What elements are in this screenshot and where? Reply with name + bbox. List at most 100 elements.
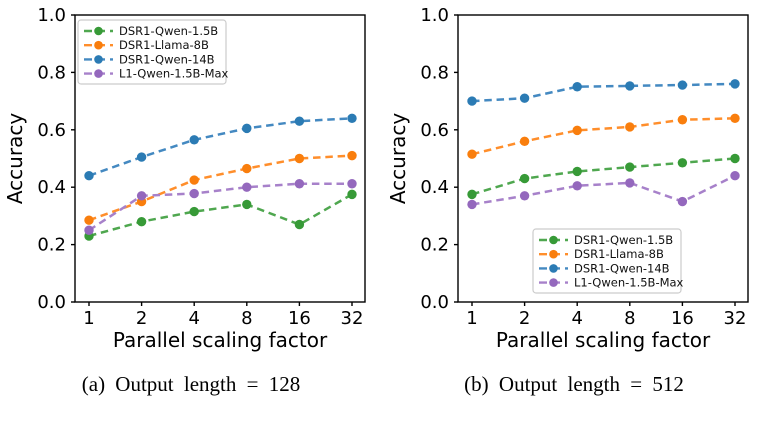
y-tick-label: 0.6	[37, 120, 66, 141]
data-point-L1-Qwen-1.5B-Max	[467, 199, 477, 210]
y-axis-label: Accuracy	[386, 113, 410, 204]
data-point-DSR1-Qwen-14B	[730, 79, 740, 89]
x-tick-label: 32	[341, 308, 364, 329]
x-axis-label: Parallel scaling factor	[113, 328, 328, 352]
legend-box	[77, 19, 227, 85]
x-tick-label: 4	[571, 308, 582, 329]
data-point-DSR1-Qwen-1.5B	[136, 216, 147, 227]
data-point-DSR1-Qwen-14B	[467, 96, 477, 106]
data-point-DSR1-Llama-8B	[84, 215, 94, 225]
legend-box	[532, 228, 682, 294]
legend-marker-dot-DSR1-Qwen-14B	[549, 264, 558, 273]
y-tick-label: 0.2	[420, 235, 449, 256]
y-tick-label: 0.0	[37, 292, 66, 313]
y-tick-label: 0.4	[37, 177, 66, 198]
data-point-DSR1-Llama-8B	[572, 125, 582, 136]
legend-marker-dot-DSR1-Qwen-1.5B	[94, 26, 103, 36]
data-point-DSR1-Qwen-14B	[572, 82, 582, 92]
legend-label-DSR1-Qwen-14B: DSR1-Qwen-14B	[119, 52, 215, 66]
subfigure-a: 0.0 0.2 0.4 0.6 0.8 1.0 1 2 4 8 16 32 Parallel scali…	[0, 0, 382, 428]
series-line-L1-Qwen-1.5B-Max	[471, 174, 736, 206]
data-point-DSR1-Qwen-1.5B	[677, 158, 688, 168]
series-line-DSR1-Qwen-1.5B	[471, 157, 736, 196]
subfigure-b: 0.0 0.2 0.4 0.6 0.8 1.0 1 2 4 8 16 32 Parallel scali…	[383, 0, 765, 428]
data-point-DSR1-Qwen-14B	[294, 116, 305, 126]
data-point-DSR1-Llama-8B	[730, 113, 740, 124]
chart-output-length-128: 0.0 0.2 0.4 0.6 0.8 1.0 1 2 4 8 16 32 Parallel scali…	[3, 5, 366, 352]
legend-marker-dot-DSR1-Qwen-14B	[94, 55, 103, 64]
data-point-DSR1-Llama-8B	[242, 163, 252, 174]
data-point-DSR1-Llama-8B	[347, 150, 357, 161]
series-line-L1-Qwen-1.5B-Max	[88, 182, 352, 232]
x-tick-label: 1	[83, 308, 94, 329]
series-line-DSR1-Llama-8B	[471, 117, 736, 156]
data-point-DSR1-Qwen-14B	[519, 93, 530, 103]
data-point-DSR1-Qwen-14B	[189, 135, 199, 145]
x-tick-label: 32	[724, 308, 747, 329]
data-point-DSR1-Qwen-1.5B	[189, 206, 199, 217]
series-line-DSR1-Llama-8B	[88, 154, 353, 222]
data-point-DSR1-Qwen-14B	[84, 171, 94, 181]
legend-label-L1-Qwen-1.5B-Max: L1-Qwen-1.5B-Max	[119, 67, 229, 81]
legend-marker-dot-L1-Qwen-1.5B-Max	[549, 278, 558, 287]
x-tick-label: 8	[241, 308, 252, 329]
legend-marker-dot-DSR1-Llama-8B	[94, 40, 103, 50]
data-point-DSR1-Qwen-14B	[136, 152, 147, 162]
data-point-DSR1-Qwen-1.5B	[294, 219, 305, 230]
y-tick-label: 1.0	[420, 5, 449, 26]
data-point-DSR1-Llama-8B	[467, 149, 477, 159]
y-tick-label: 0.4	[420, 177, 449, 198]
data-point-L1-Qwen-1.5B-Max	[625, 178, 635, 188]
data-point-L1-Qwen-1.5B-Max	[347, 179, 357, 189]
caption-b: (b) Output length = 512	[464, 372, 684, 396]
data-point-DSR1-Llama-8B	[625, 122, 635, 132]
legend-label-DSR1-Llama-8B: DSR1-Llama-8B	[119, 38, 209, 52]
y-tick-label: 0.6	[420, 120, 449, 141]
x-tick-label: 2	[136, 308, 147, 329]
x-axis-label: Parallel scaling factor	[496, 328, 711, 352]
legend-marker-dot-DSR1-Qwen-1.5B	[549, 235, 558, 245]
y-tick-label: 0.8	[37, 62, 66, 83]
data-point-DSR1-Qwen-1.5B	[572, 166, 582, 177]
caption-a: (a) Output length = 128	[81, 372, 301, 396]
data-point-DSR1-Qwen-14B	[242, 123, 252, 134]
data-point-L1-Qwen-1.5B-Max	[189, 188, 199, 199]
data-point-L1-Qwen-1.5B-Max	[294, 179, 305, 189]
y-tick-label: 0.0	[420, 292, 449, 313]
legend-label-L1-Qwen-1.5B-Max: L1-Qwen-1.5B-Max	[574, 276, 684, 290]
legend-label-DSR1-Qwen-1.5B: DSR1-Qwen-1.5B	[119, 24, 218, 38]
y-tick-label: 0.2	[37, 235, 66, 256]
x-tick-label: 8	[624, 308, 635, 329]
data-point-DSR1-Qwen-1.5B	[347, 189, 357, 200]
series-line-DSR1-Qwen-1.5B	[88, 193, 353, 238]
legend-marker-dot-DSR1-Llama-8B	[549, 249, 558, 259]
x-tick-label: 16	[288, 308, 311, 329]
data-point-DSR1-Llama-8B	[189, 175, 199, 185]
series-line-DSR1-Qwen-14B	[88, 117, 353, 177]
x-tick-label: 4	[188, 308, 199, 329]
y-tick-label: 1.0	[37, 5, 66, 26]
data-point-L1-Qwen-1.5B-Max	[519, 191, 530, 201]
x-tick-label: 1	[466, 308, 477, 329]
legend-label-DSR1-Llama-8B: DSR1-Llama-8B	[574, 247, 664, 261]
data-point-DSR1-Qwen-1.5B	[467, 189, 477, 200]
data-point-DSR1-Llama-8B	[519, 136, 530, 146]
data-point-DSR1-Qwen-1.5B	[730, 153, 740, 164]
legend-marker-dot-L1-Qwen-1.5B-Max	[94, 69, 103, 78]
x-tick-label: 16	[671, 308, 694, 329]
data-point-L1-Qwen-1.5B-Max	[730, 171, 740, 181]
y-tick-label: 0.8	[420, 62, 449, 83]
legend: DSR1-Qwen-1.5BDSR1-Llama-8BDSR1-Qwen-14B…	[77, 19, 229, 85]
chart-output-length-512: 0.0 0.2 0.4 0.6 0.8 1.0 1 2 4 8 16 32 Parallel scali…	[386, 5, 749, 352]
data-point-DSR1-Qwen-14B	[677, 80, 688, 90]
data-point-DSR1-Llama-8B	[294, 153, 305, 164]
data-point-L1-Qwen-1.5B-Max	[136, 191, 147, 201]
x-tick-label: 2	[519, 308, 530, 329]
legend-label-DSR1-Qwen-1.5B: DSR1-Qwen-1.5B	[574, 233, 673, 247]
y-axis-label: Accuracy	[3, 113, 27, 204]
series-line-DSR1-Qwen-14B	[471, 82, 736, 103]
legend: DSR1-Qwen-1.5BDSR1-Llama-8BDSR1-Qwen-14B…	[532, 228, 684, 294]
data-point-DSR1-Qwen-14B	[625, 81, 635, 91]
data-point-DSR1-Qwen-14B	[347, 113, 357, 124]
